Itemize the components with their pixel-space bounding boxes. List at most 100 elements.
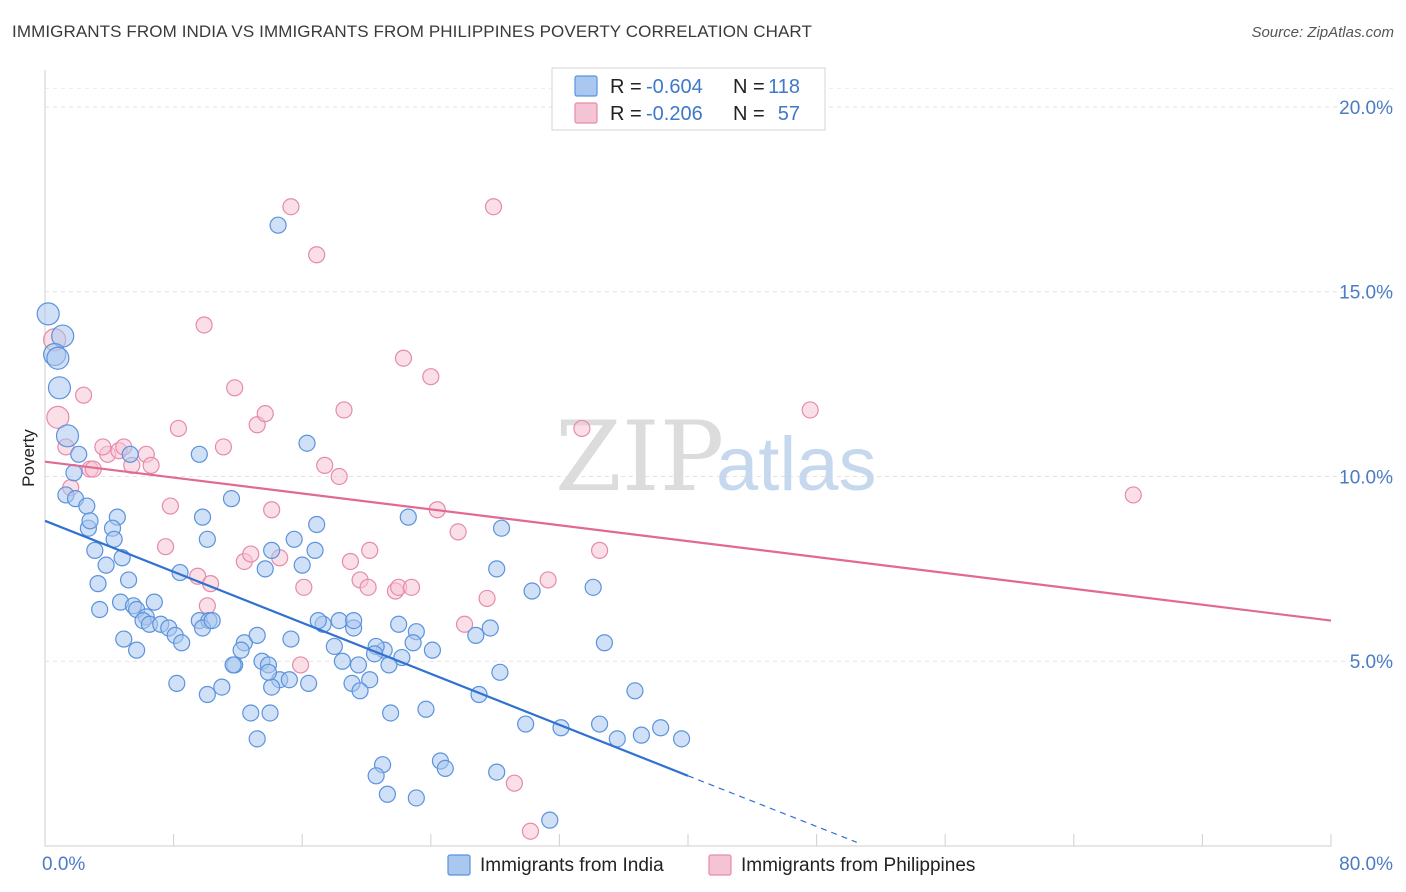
india-point-50 [198, 685, 216, 704]
india-point-63 [349, 656, 368, 674]
stats-box: R = -0.604 N = 118 R = -0.206 N = 57 [551, 67, 826, 131]
india-point-113 [367, 767, 385, 785]
india-point-66 [259, 663, 278, 681]
india-point-96 [399, 508, 417, 526]
philippines-point-54 [590, 541, 609, 559]
watermark-atlas: atlas [716, 422, 877, 507]
india-point-78 [351, 682, 369, 700]
stats-r-value-india: -0.604 [646, 76, 703, 98]
stats-swatch-philippines [574, 102, 598, 124]
stats-n-value-philippines: 57 [778, 103, 800, 125]
philippines-point-43 [402, 578, 421, 596]
y-axis-label: Poverty [19, 429, 38, 487]
philippines-point-35 [335, 401, 353, 419]
india-point-114 [407, 789, 425, 807]
india-point-100 [293, 556, 311, 574]
philippines-point-30 [295, 578, 313, 596]
india-point-16 [86, 541, 104, 559]
india-point-6 [70, 445, 88, 463]
india-point-18 [97, 556, 115, 574]
stats-r-value-philippines: -0.206 [646, 103, 703, 125]
india-point-62 [333, 652, 351, 670]
philippines-point-44 [422, 368, 440, 386]
philippines-point-47 [455, 615, 474, 633]
india-point-107 [190, 445, 208, 463]
philippines-point-16 [169, 419, 188, 438]
india-point-47 [280, 671, 298, 689]
india-point-10 [78, 497, 96, 515]
india-point-87 [632, 726, 650, 744]
stats-r-label-india: R = [610, 76, 642, 98]
trend-lines [44, 460, 1332, 843]
india-point-90 [626, 682, 644, 700]
legend-label-philippines: Immigrants from Philippines [741, 855, 975, 876]
x-tick-label-1: 80.0% [1339, 854, 1393, 875]
philippines-point-39 [361, 541, 379, 559]
india-point-77 [361, 671, 379, 689]
chart-title: IMMIGRANTS FROM INDIA VS IMMIGRANTS FROM… [12, 22, 812, 41]
stats-swatch-india [574, 75, 598, 97]
india-point-88 [672, 730, 691, 748]
stats-n-label-india: N = [733, 76, 765, 98]
india-point-117 [488, 763, 506, 781]
india-point-86 [652, 719, 670, 737]
philippines-point-34 [330, 467, 348, 486]
philippines-point-27 [263, 501, 281, 519]
stats-n-label-philippines: N = [733, 103, 765, 125]
india-point-72 [467, 626, 485, 644]
india-point-83 [517, 715, 535, 733]
x-tick-labels: 0.0% 80.0% [42, 854, 1393, 875]
india-point-48 [263, 678, 281, 696]
india-point-103 [256, 560, 274, 578]
india-point-53 [330, 611, 348, 630]
philippines-point-15 [156, 538, 175, 556]
legend-swatch-india [447, 854, 471, 876]
legend: Immigrants from India Immigrants from Ph… [447, 854, 975, 876]
x-ticks [44, 834, 1332, 846]
india-point-102 [263, 541, 281, 559]
legend-swatch-philippines [708, 854, 732, 876]
x-tick-label-0: 0.0% [42, 854, 85, 875]
india-point-65 [300, 674, 318, 693]
philippines-point-31 [291, 656, 310, 674]
philippines-point-32 [308, 246, 326, 264]
india-point-19 [119, 571, 138, 589]
india-trend-extension [687, 775, 858, 843]
philippines-point-36 [341, 552, 360, 571]
india-point-73 [481, 619, 499, 637]
india-point-5 [55, 424, 80, 448]
philippines-point-50 [505, 774, 523, 792]
india-point-116 [436, 759, 454, 778]
india-point-104 [222, 490, 241, 508]
india-point-93 [523, 582, 541, 600]
india-point-97 [298, 434, 316, 452]
india-point-91 [595, 634, 614, 652]
philippines-point-24 [242, 545, 260, 563]
india-point-35 [115, 630, 133, 648]
india-point-71 [404, 634, 422, 652]
philippines-point-56 [1124, 486, 1142, 504]
india-point-85 [590, 715, 609, 733]
india-point-7 [65, 464, 83, 482]
philippines-point-38 [359, 578, 377, 596]
stats-r-label-philippines: R = [610, 103, 642, 125]
philippines-point-52 [539, 571, 557, 589]
india-point-69 [390, 615, 408, 633]
india-point-67 [261, 704, 279, 722]
india-point-118 [541, 811, 559, 829]
india-point-3 [46, 346, 70, 370]
philippines-point-29 [282, 198, 300, 216]
philippines-point-22 [226, 379, 244, 397]
philippines-point-46 [449, 523, 467, 541]
india-point-25 [145, 593, 163, 611]
y-tick-label-0: 5.0% [1350, 652, 1393, 673]
india-point-109 [269, 216, 287, 234]
y-tick-labels: 5.0% 10.0% 15.0% 20.0% [1339, 98, 1393, 673]
philippines-point-14 [161, 497, 179, 515]
india-point-112 [378, 785, 396, 803]
india-point-37 [173, 634, 191, 652]
philippines-point-42 [394, 349, 413, 367]
y-tick-label-2: 15.0% [1339, 283, 1393, 304]
india-point-57 [282, 630, 300, 648]
